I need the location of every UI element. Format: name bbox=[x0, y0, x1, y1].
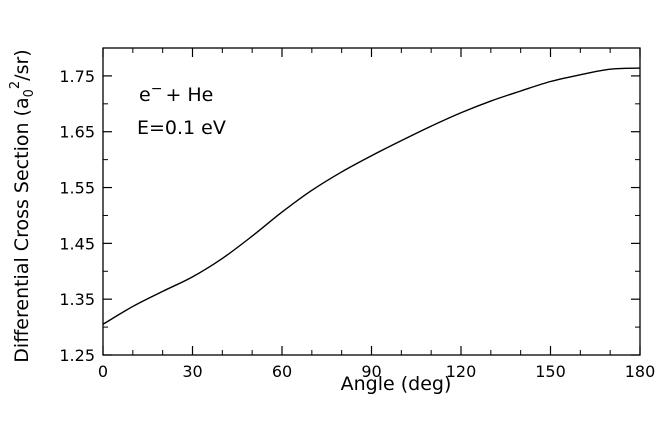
y-tick-label: 1.35 bbox=[59, 290, 95, 309]
series-layer bbox=[102, 67, 641, 325]
y-axis-title-tail: /sr) bbox=[11, 49, 33, 81]
y-tick-label: 1.55 bbox=[59, 179, 95, 198]
annotation-minus-sup: − bbox=[151, 81, 163, 97]
x-tick-label: 180 bbox=[625, 362, 656, 381]
x-tick-label: 120 bbox=[446, 362, 477, 381]
x-tick-label: 150 bbox=[535, 362, 566, 381]
y-axis-title-main: Differential Cross Section (a bbox=[11, 97, 33, 362]
x-tick-label: 60 bbox=[272, 362, 292, 381]
y-tick-label: 1.75 bbox=[59, 67, 95, 86]
annotation-reaction: e− + He bbox=[139, 81, 213, 106]
y-tick-label: 1.65 bbox=[59, 123, 95, 142]
y-axis-ticks: 1.25 1.35 1.45 1.55 1.65 1.75 bbox=[59, 47, 640, 365]
x-axis-ticks: 0 30 60 90 120 150 180 bbox=[98, 48, 655, 381]
series-line bbox=[102, 67, 641, 325]
x-axis-title: Angle (deg) bbox=[341, 373, 452, 395]
x-tick-label: 0 bbox=[98, 362, 108, 381]
x-tick-label: 30 bbox=[182, 362, 202, 381]
y-axis-title-subscript: 0 bbox=[22, 89, 37, 97]
y-axis-title: Differential Cross Section (a02/sr) bbox=[8, 49, 37, 362]
y-tick-label: 1.25 bbox=[59, 346, 95, 365]
y-tick-label: 1.45 bbox=[59, 234, 95, 253]
annotation-reaction-rest: + He bbox=[165, 84, 213, 106]
annotation-electron: e bbox=[139, 84, 151, 106]
annotation-energy: E=0.1 eV bbox=[137, 117, 226, 139]
x-tick-label: 90 bbox=[361, 362, 381, 381]
y-axis-title-superscript: 2 bbox=[8, 81, 23, 89]
